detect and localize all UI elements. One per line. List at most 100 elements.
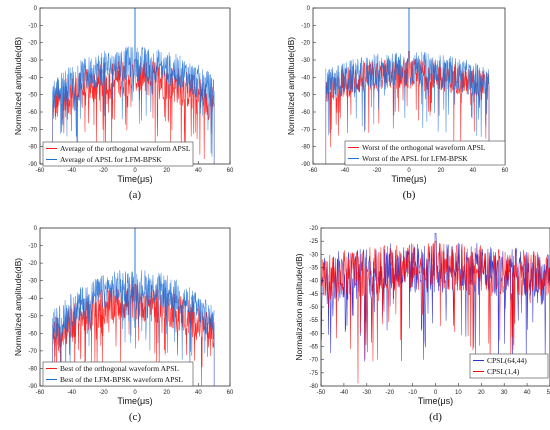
legend-box (42, 141, 194, 167)
x-tick-label: -40 (340, 390, 349, 396)
y-tick-label: 0 (307, 6, 311, 12)
y-tick-label: -60 (309, 331, 318, 337)
y-tick-label: -20 (28, 261, 37, 267)
x-tick-label: -50 (317, 390, 326, 396)
x-tick-label: 0 (133, 390, 137, 396)
x-tick-label: 20 (478, 390, 485, 396)
legend-entry: Worst of the APSL for LFM-BPSK (362, 154, 468, 163)
y-tick-label: -90 (28, 384, 37, 390)
x-tick-label: 30 (501, 390, 508, 396)
y-tick-label: -55 (309, 318, 318, 324)
x-tick-label: -40 (67, 390, 76, 396)
x-axis-label: Time(μs) (117, 396, 152, 406)
x-tick-label: -40 (67, 168, 76, 174)
y-tick-label: -45 (309, 292, 318, 298)
y-tick-label: -70 (309, 358, 318, 364)
y-tick-label: -40 (28, 296, 37, 302)
y-tick-label: -90 (28, 162, 37, 168)
y-tick-label: -50 (28, 93, 37, 99)
legend-entry: CPSL(1,4) (487, 367, 520, 376)
x-tick-label: -10 (408, 390, 417, 396)
x-tick-label: -20 (373, 168, 382, 174)
y-tick-label: -25 (309, 239, 318, 245)
y-axis-label: Normalized amplitude(dB) (13, 37, 23, 135)
x-tick-label: -40 (341, 168, 350, 174)
x-tick-label: -20 (385, 390, 394, 396)
y-tick-label: -70 (28, 349, 37, 355)
chart-b: -60 -40 -20 0 20 40 60 0 -10 -20 -30 -40 -50 -60 -70 -8… (286, 6, 509, 201)
chart-c: -60 -40 -20 0 20 40 60 0 -10 -20 -30 -40 -50 -60 -70 -8… (13, 226, 234, 423)
x-tick-label: -20 (99, 390, 108, 396)
legend-entry: Average of the orthogonal waveform APSL (60, 144, 191, 153)
legend: Worst of the orthogonal waveform APSL Wor… (344, 140, 506, 166)
x-tick-label: 60 (502, 168, 509, 174)
x-tick-label: 40 (524, 390, 531, 396)
x-axis-label: Time(μs) (391, 174, 426, 184)
legend-box (469, 353, 549, 379)
y-tick-label: -65 (309, 345, 318, 351)
x-axis-label: Time(μs) (418, 396, 453, 406)
legend-entry: Best of the orthogonal waveform APSL (60, 364, 179, 373)
legend-entry: CPSL(64,44) (487, 356, 527, 365)
y-tick-label: -60 (28, 331, 37, 337)
panel-caption: (b) (403, 189, 416, 201)
y-tick-label: -20 (309, 226, 318, 232)
y-tick-label: -60 (28, 110, 37, 116)
x-tick-label: 50 (547, 390, 550, 396)
legend-box (42, 361, 194, 387)
x-tick-label: -60 (309, 168, 318, 174)
y-tick-label: 0 (34, 6, 38, 12)
y-axis-label: Normalized amplitude(dB) (13, 258, 23, 356)
y-tick-label: -35 (309, 266, 318, 272)
y-tick-label: -50 (309, 305, 318, 311)
chart-d: -50 -40 -30 -20 -10 0 10 20 30 40 50 -20 -25 -30 -35 -4… (294, 226, 550, 423)
y-tick-label: -30 (28, 58, 37, 64)
x-tick-label: -30 (362, 390, 371, 396)
y-tick-label: -40 (301, 75, 310, 81)
x-axis-label: Time(μs) (117, 174, 152, 184)
x-tick-label: 0 (133, 168, 137, 174)
y-tick-label: -20 (28, 41, 37, 47)
x-tick-label: -60 (36, 390, 45, 396)
y-tick-label: -40 (28, 75, 37, 81)
y-tick-label: 0 (34, 226, 38, 232)
y-tick-label: -80 (28, 145, 37, 151)
legend-box (344, 140, 506, 166)
y-tick-label: -90 (301, 162, 310, 168)
x-tick-label: 20 (438, 168, 445, 174)
y-tick-label: -60 (301, 110, 310, 116)
legend: Average of the orthogonal waveform APSL A… (42, 141, 194, 167)
y-tick-label: -50 (301, 93, 310, 99)
x-tick-label: 0 (434, 390, 438, 396)
panel-caption: (c) (129, 411, 142, 423)
y-tick-label: -50 (28, 314, 37, 320)
y-tick-label: -70 (28, 127, 37, 133)
y-tick-label: -70 (301, 127, 310, 133)
x-tick-label: 40 (195, 168, 202, 174)
x-tick-label: -60 (36, 168, 45, 174)
x-tick-label: 40 (470, 168, 477, 174)
x-tick-label: 10 (455, 390, 462, 396)
x-tick-label: 60 (227, 168, 234, 174)
panel-caption: (a) (129, 189, 142, 201)
y-tick-label: -75 (309, 371, 318, 377)
y-tick-label: -80 (301, 145, 310, 151)
y-tick-label: -40 (309, 279, 318, 285)
y-tick-label: -30 (309, 252, 318, 258)
chart-a: -60 -40 -20 0 20 40 60 0 -10 -20 -30 -40 -50 -60 -70 -8… (13, 6, 234, 201)
panel-caption: (d) (429, 411, 442, 423)
y-axis-label: Normalization amplitude(dB) (294, 253, 304, 360)
x-tick-label: 40 (195, 390, 202, 396)
y-tick-label: -30 (28, 279, 37, 285)
x-tick-label: -20 (99, 168, 108, 174)
y-axis-label: Normalized amplitude(dB) (286, 37, 296, 135)
legend-entry: Worst of the orthogonal waveform APSL (362, 143, 486, 152)
x-tick-label: 0 (407, 168, 411, 174)
legend: CPSL(64,44) CPSL(1,4) (469, 353, 549, 379)
x-tick-label: 60 (227, 390, 234, 396)
y-tick-label: -10 (301, 23, 310, 29)
series-d-1-line (321, 240, 550, 386)
legend: Best of the orthogonal waveform APSL Best… (42, 361, 194, 387)
y-tick-label: -30 (301, 58, 310, 64)
